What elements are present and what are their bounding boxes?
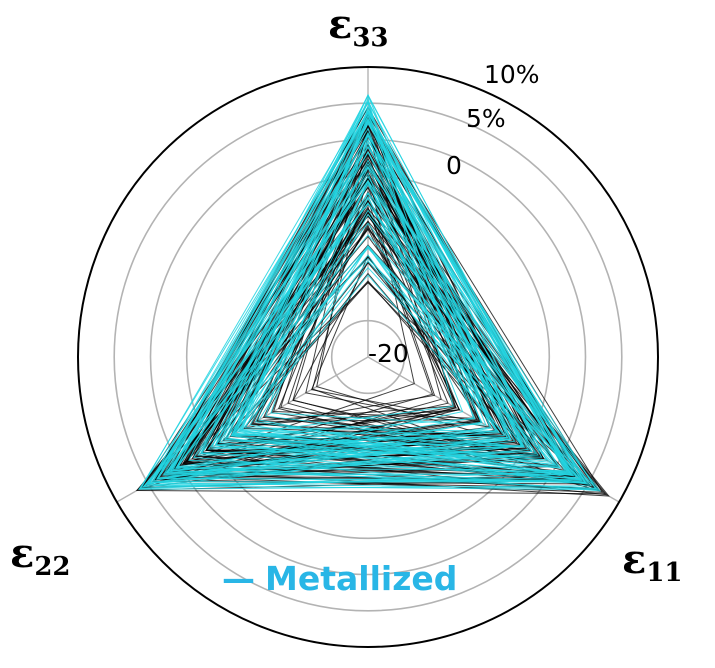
outer-frame <box>77 66 659 648</box>
series-metallized <box>138 165 592 490</box>
radar-series <box>135 93 610 497</box>
series-metallized <box>237 209 562 469</box>
series-metallized <box>211 100 543 458</box>
series-metallized <box>141 245 523 488</box>
series-metallized <box>156 101 491 480</box>
series-metallized <box>241 132 524 448</box>
series-line <box>160 113 604 493</box>
series-metallized <box>200 247 581 480</box>
legend-metallized: — Metallized <box>222 559 457 598</box>
series-metallized <box>162 134 572 476</box>
series-metallized <box>175 109 566 472</box>
series-metallized <box>233 166 499 435</box>
series-metallized <box>166 94 573 476</box>
series-metallized <box>221 120 523 447</box>
series-metallized <box>249 213 574 476</box>
radial-tick-labels: -20 0 5% 10% <box>368 60 540 368</box>
series-metallized <box>235 139 548 461</box>
series-metallized <box>163 222 539 476</box>
grid-spoke <box>367 356 620 503</box>
tick-label: 5% <box>466 104 506 133</box>
series-metallized <box>140 100 568 489</box>
legend-label: Metallized <box>265 559 457 598</box>
series-metallized <box>170 145 588 484</box>
series-metallized <box>265 106 526 448</box>
series-metallized <box>230 139 590 485</box>
series-metallized <box>147 181 497 485</box>
axis-label-eps22: ε22 <box>10 530 71 582</box>
series-metallized <box>169 142 516 472</box>
axis-labels: ε33 ε11 ε22 <box>10 1 683 588</box>
series-metallized <box>197 150 533 456</box>
series-metallized <box>231 96 454 436</box>
legend-marker: — <box>222 559 255 598</box>
axis-label-eps11: ε11 <box>622 536 683 588</box>
tick-label: -20 <box>368 339 409 368</box>
series-metallized <box>155 112 508 480</box>
tick-label: 10% <box>484 60 540 89</box>
series-metallized <box>244 196 498 432</box>
axis-label-eps33: ε33 <box>328 1 389 53</box>
series-metallized <box>241 274 509 439</box>
series-metallized <box>230 181 476 437</box>
tick-label: 0 <box>446 151 462 180</box>
legend: — Metallized <box>222 559 457 598</box>
series-metallized <box>175 122 597 489</box>
